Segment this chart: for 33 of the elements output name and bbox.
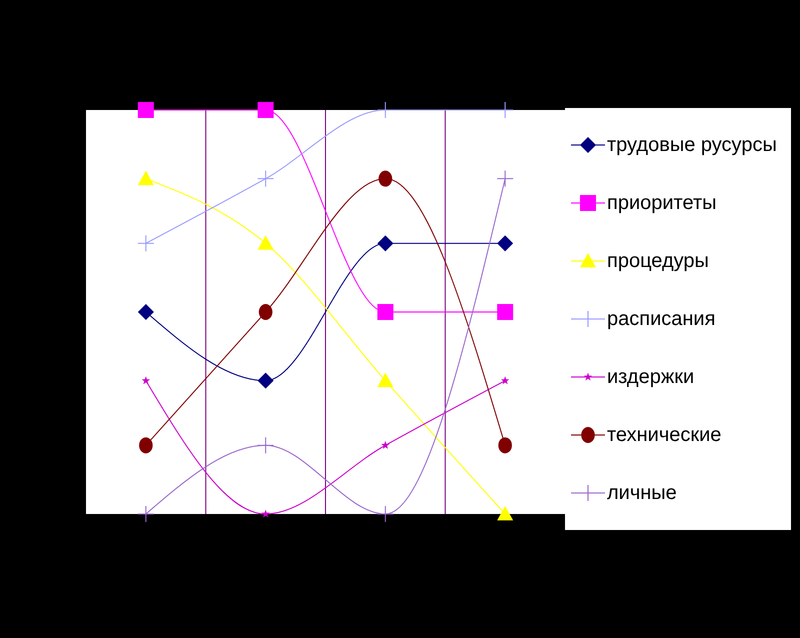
point — [261, 510, 270, 518]
point — [377, 304, 394, 320]
legend-label: расписания — [607, 308, 716, 330]
legend-label: личные — [607, 482, 677, 504]
point — [138, 102, 154, 118]
point — [381, 440, 390, 449]
point — [257, 170, 274, 188]
point — [500, 376, 510, 384]
point — [376, 506, 394, 522]
legend-label: издержки — [607, 366, 694, 388]
legend-label: процедуры — [607, 250, 709, 272]
legend-label: технические — [607, 424, 722, 446]
point — [258, 304, 272, 320]
point — [497, 304, 514, 320]
point — [258, 372, 274, 389]
legend-label: трудовые русурсы — [607, 134, 777, 156]
point — [496, 170, 514, 188]
point — [497, 235, 514, 252]
point — [377, 372, 394, 388]
point — [258, 235, 274, 250]
point — [139, 437, 153, 454]
legend-label: приоритеты — [607, 192, 716, 214]
point — [258, 102, 274, 118]
point — [497, 506, 514, 520]
point — [137, 506, 154, 522]
point — [138, 170, 154, 186]
point — [498, 437, 512, 454]
point — [257, 436, 274, 454]
point — [142, 376, 150, 384]
point — [378, 170, 392, 187]
point — [137, 234, 154, 252]
point — [377, 235, 394, 252]
point — [138, 304, 154, 320]
